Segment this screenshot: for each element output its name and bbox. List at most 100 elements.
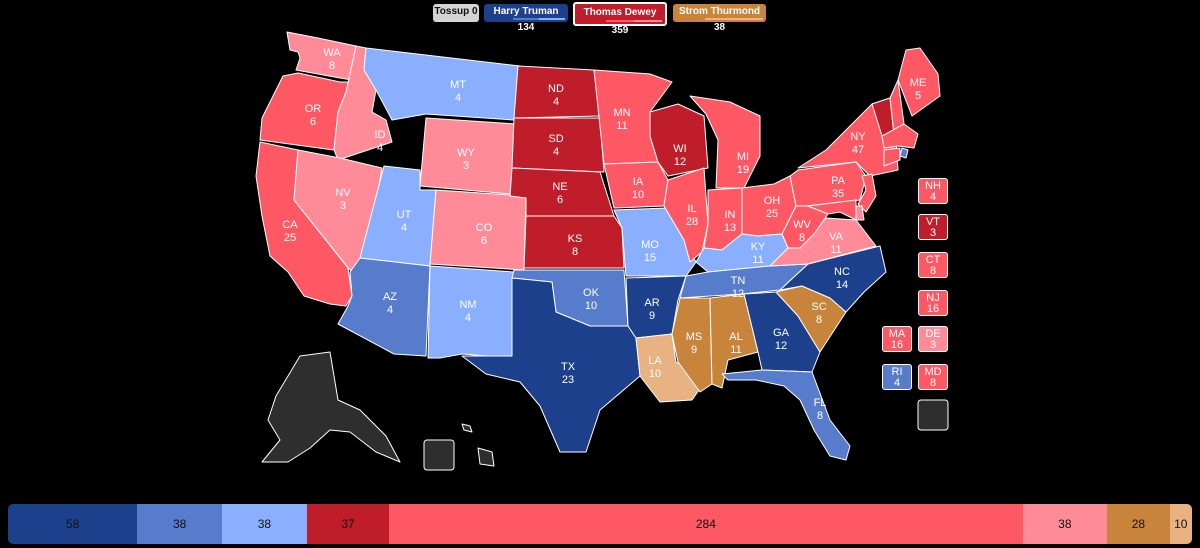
state-label-WI: WI	[673, 143, 686, 155]
state-label-UT: UT	[397, 209, 412, 221]
state-label-PA: PA	[831, 175, 846, 187]
state-ev-MS: 9	[691, 344, 697, 356]
state-ev-MT: 4	[455, 92, 461, 104]
dewey-rating-strip	[578, 20, 662, 22]
box-VT[interactable]: VT 3	[918, 214, 948, 240]
box-NH[interactable]: NH 4	[918, 178, 948, 204]
state-label-TN: TN	[731, 275, 746, 287]
state-ev-MN: 11	[616, 120, 627, 132]
state-label-NY: NY	[850, 131, 866, 143]
state-label-FL: FL	[814, 397, 827, 409]
truman-button[interactable]: Harry Truman 134	[484, 4, 568, 33]
state-ev-LA: 10	[649, 368, 661, 380]
state-ev-PA: 35	[832, 188, 844, 200]
state-label-OH: OH	[764, 195, 781, 207]
state-label-ND: ND	[548, 83, 564, 95]
state-ev-ID: 4	[377, 142, 383, 154]
state-label-NC: NC	[834, 266, 850, 278]
tossup-button[interactable]: Tossup 0	[433, 4, 479, 22]
state-MA[interactable]	[881, 123, 919, 149]
state-ev-TN: 12	[732, 288, 744, 300]
box-abbr: VT	[925, 216, 941, 228]
state-HI[interactable]	[461, 423, 473, 433]
state-label-KS: KS	[568, 233, 583, 245]
state-ev-AL: 11	[730, 344, 741, 356]
box-MA[interactable]: MA 16	[882, 326, 912, 352]
box-abbr: MD	[924, 366, 942, 378]
thurmond-rating-strip	[676, 18, 763, 20]
state-AK[interactable]	[261, 351, 401, 463]
state-SD[interactable]	[511, 117, 605, 173]
box-ev: 3	[929, 339, 937, 351]
box-abbr: CT	[925, 254, 941, 266]
state-label-AL: AL	[729, 331, 742, 343]
state-RI[interactable]	[899, 147, 909, 159]
box-MD[interactable]: MD 8	[918, 364, 948, 390]
state-ev-WV: 8	[799, 232, 805, 244]
state-label-MN: MN	[613, 107, 630, 119]
box-ev: 3	[929, 227, 937, 239]
state-ev-WI: 12	[674, 156, 686, 168]
state-label-NE: NE	[552, 181, 567, 193]
box-DE[interactable]: DE 3	[918, 326, 948, 352]
state-label-NM: NM	[459, 299, 476, 311]
tossup-placeholder-box[interactable]	[423, 439, 455, 471]
state-label-MI: MI	[737, 151, 749, 163]
state-MT[interactable]	[363, 47, 521, 121]
state-WA[interactable]	[286, 31, 357, 81]
summary-segment-truman_lean: 38	[222, 504, 307, 544]
box-RI[interactable]: RI 4	[882, 364, 912, 390]
state-ev-NC: 14	[836, 279, 848, 291]
summary-segment-dewey_solid: 37	[306, 504, 390, 544]
state-IL[interactable]	[663, 167, 709, 263]
box-ev: 8	[929, 377, 937, 389]
box-CT[interactable]: CT 8	[918, 252, 948, 278]
state-KS[interactable]	[523, 215, 625, 269]
state-WI[interactable]	[649, 103, 709, 177]
summary-segment-dewey_likely: 284	[389, 504, 1023, 544]
state-label-VA: VA	[829, 231, 844, 243]
box-NJ[interactable]: NJ 16	[918, 290, 948, 316]
box-abbr: NH	[925, 180, 941, 192]
state-MD[interactable]	[807, 199, 857, 221]
state-ME[interactable]	[897, 47, 941, 117]
state-label-MO: MO	[641, 239, 659, 251]
candidate-legend: Tossup 0 Harry Truman 134 Thomas Dewey 3…	[0, 2, 1200, 36]
state-ev-SD: 4	[553, 146, 559, 158]
state-ev-UT: 4	[401, 222, 407, 234]
summary-segment-thurmond_lean: 10	[1169, 504, 1192, 544]
state-label-LA: LA	[648, 355, 662, 367]
summary-segment-truman_solid: 58	[8, 504, 138, 544]
state-label-WA: WA	[323, 47, 341, 59]
state-ev-AZ: 4	[387, 304, 393, 316]
state-TX[interactable]	[461, 277, 641, 453]
state-ev-IL: 28	[686, 216, 698, 228]
truman-rating-strip	[487, 18, 565, 20]
dewey-button[interactable]: Thomas Dewey 359	[573, 2, 667, 36]
state-ev-NY: 47	[852, 144, 864, 156]
state-ev-CO: 6	[481, 235, 487, 247]
state-HI-big[interactable]	[477, 447, 495, 467]
state-ev-KS: 8	[572, 246, 578, 258]
thurmond-button[interactable]: Strom Thurmond 38	[673, 4, 766, 33]
state-FL[interactable]	[721, 369, 851, 461]
state-DE[interactable]	[855, 205, 865, 221]
state-ev-OH: 25	[766, 208, 778, 220]
state-ev-NM: 4	[465, 312, 471, 324]
state-label-GA: GA	[773, 327, 790, 339]
truman-label: Harry Truman 134	[493, 6, 559, 33]
tossup-label: Tossup 0	[434, 6, 478, 17]
box-ev: 16	[926, 303, 940, 315]
state-CT[interactable]	[883, 147, 901, 167]
state-ev-MO: 15	[644, 252, 656, 264]
box-ev: 4	[929, 191, 937, 203]
state-PA[interactable]	[789, 161, 867, 207]
state-AZ[interactable]	[337, 257, 431, 357]
tossup-placeholder-box-east[interactable]	[917, 399, 949, 431]
state-label-OK: OK	[583, 287, 600, 299]
state-label-CO: CO	[476, 222, 493, 234]
state-ev-VA: 11	[830, 244, 841, 256]
state-NJ[interactable]	[857, 173, 877, 213]
state-ev-OR: 6	[310, 116, 316, 128]
